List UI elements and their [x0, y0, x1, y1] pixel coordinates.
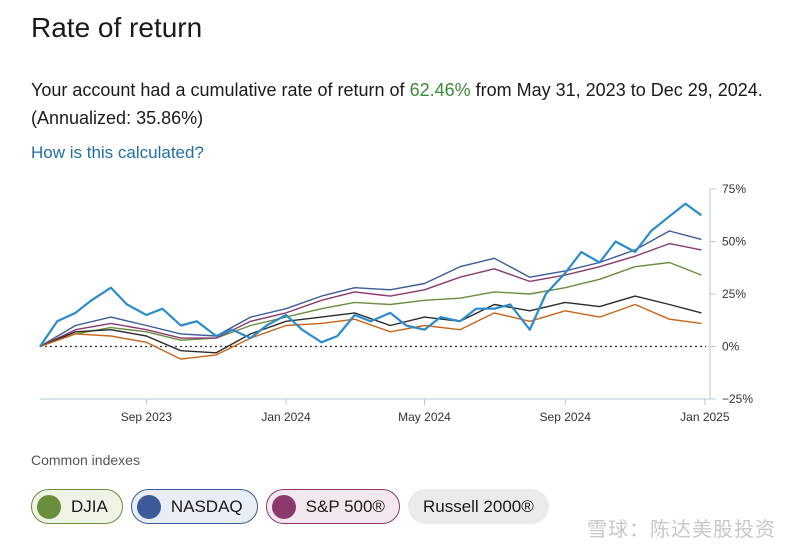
- index-color-dot: [136, 494, 161, 519]
- x-tick-label: May 2024: [398, 410, 451, 424]
- index-chip-group: DJIA NASDAQ S&P 500® Russell 2000®: [31, 489, 549, 524]
- index-chip-s-p-500[interactable]: S&P 500®: [265, 489, 400, 524]
- return-summary: Your account had a cumulative rate of re…: [31, 76, 771, 132]
- index-color-dot: [37, 494, 61, 519]
- series-line-s-p-500: [39, 242, 702, 348]
- series-line-djia: [39, 261, 702, 348]
- watermark: 雪球：陈达美股投资: [587, 519, 776, 541]
- page-title: Rate of return: [31, 12, 203, 43]
- index-color-dot: [271, 494, 296, 519]
- index-chip-label: S&P 500®: [305, 496, 385, 516]
- y-tick-label: 0%: [722, 340, 740, 354]
- x-tick-label: Sep 2024: [540, 410, 592, 424]
- index-chip-label: Russell 2000®: [422, 496, 534, 516]
- y-tick-label: 25%: [722, 287, 746, 301]
- summary-suffix: from May 31, 2023 to Dec 29, 2024. (Annu…: [31, 80, 763, 128]
- y-tick-label: 50%: [722, 235, 746, 249]
- x-tick-label: Jan 2024: [261, 410, 311, 424]
- series-line-orange: [39, 303, 702, 360]
- cumulative-return-value: 62.46%: [409, 80, 471, 100]
- index-chip-label: NASDAQ: [170, 496, 243, 516]
- y-tick-label: 75%: [722, 182, 746, 196]
- return-chart: 75% 50% 25% 0% −25% Sep 2023 Jan 2024 May 2024 S…: [39, 182, 753, 424]
- series-line-nasdaq: [39, 230, 702, 348]
- index-chip-russell-2000[interactable]: Russell 2000®: [407, 489, 549, 524]
- x-tick-label: Jan 2025: [680, 410, 730, 424]
- index-chip-djia[interactable]: DJIA: [31, 489, 123, 524]
- index-chip-label: DJIA: [71, 496, 108, 516]
- x-tick-label: Sep 2023: [121, 410, 173, 424]
- series-line-russell-2000: [39, 295, 702, 354]
- how-calculated-link[interactable]: How is this calculated?: [31, 143, 204, 162]
- series-line-account: [39, 202, 703, 348]
- y-tick-label: −25%: [722, 392, 753, 406]
- common-indexes-label: Common indexes: [31, 452, 140, 468]
- index-chip-nasdaq[interactable]: NASDAQ: [130, 489, 258, 524]
- summary-prefix: Your account had a cumulative rate of re…: [31, 80, 410, 100]
